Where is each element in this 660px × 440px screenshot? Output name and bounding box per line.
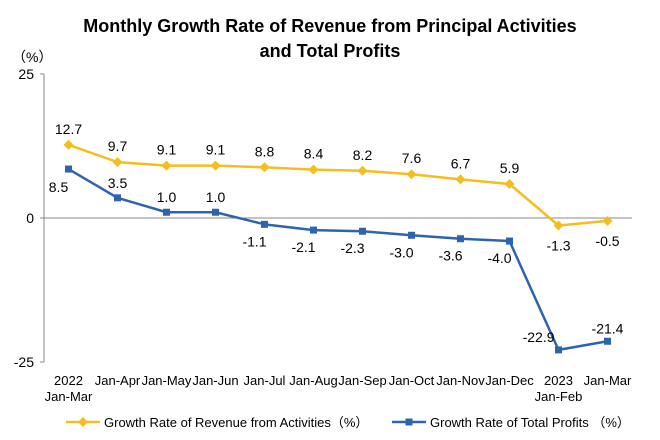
- series-line: [68, 143, 608, 227]
- legend: Growth Rate of Revenue from Activities（%…: [66, 415, 630, 430]
- data-point-marker: [163, 208, 170, 216]
- x-tick-label: Jan-Sep: [338, 373, 386, 388]
- x-tick-label: Jan-Jun: [192, 373, 238, 388]
- data-point-marker: [457, 235, 464, 243]
- series-2: [65, 165, 611, 354]
- data-label-profit: 3.5: [108, 175, 128, 191]
- data-point-marker: [310, 226, 317, 234]
- data-label-profit: 8.5: [49, 179, 69, 195]
- data-label-revenue: 6.7: [451, 155, 471, 171]
- data-label-profit: -4.0: [487, 250, 511, 266]
- series-1: [63, 139, 613, 231]
- data-label-profit: -22.9: [523, 329, 555, 345]
- series-layer: 12.7 9.7 9.1 9.1 8.8 8.4 8.2 7.6 6.7 5.9 -1.3 -0.5 8…: [49, 121, 624, 354]
- x-tick-label: 2023 Jan-Feb: [535, 373, 583, 404]
- data-point-marker: [210, 160, 221, 171]
- data-point-marker: [308, 164, 319, 175]
- data-point-marker: [359, 227, 366, 235]
- data-point-marker: [212, 208, 219, 216]
- data-point-marker: [261, 220, 268, 228]
- series-line: [67, 167, 608, 352]
- data-label-revenue: 12.7: [55, 121, 82, 137]
- data-point-marker: [602, 215, 613, 226]
- y-axis-ticks: 25 0 -25: [14, 66, 44, 370]
- chart-title: Monthly Growth Rate of Revenue from Prin…: [0, 14, 660, 64]
- data-label-revenue: 8.2: [353, 147, 373, 163]
- legend-label: Growth Rate of Total Profits （%）: [430, 415, 630, 430]
- data-point-marker: [504, 179, 515, 190]
- data-label-profit: -1.1: [242, 233, 266, 249]
- legend-swatch-marker: [78, 417, 88, 427]
- data-point-marker: [63, 139, 74, 150]
- x-tick-label: Jan-Mar: [584, 373, 632, 388]
- data-label-revenue: -1.3: [546, 237, 570, 253]
- data-label-revenue: 5.9: [500, 160, 520, 176]
- data-point-marker: [553, 220, 564, 231]
- data-label-revenue: -0.5: [595, 233, 619, 249]
- y-tick-label: -25: [14, 354, 34, 370]
- legend-swatch-marker: [405, 418, 413, 426]
- chart-title-line-2: and Total Profits: [259, 41, 401, 61]
- data-label-revenue: 8.8: [255, 143, 275, 159]
- x-tick-label: Jan-Aug: [289, 373, 337, 388]
- x-tick-label: Jan-May: [142, 373, 192, 388]
- y-axis-unit-label: （%）: [12, 49, 52, 65]
- data-point-marker: [114, 194, 121, 202]
- data-label-profit: 1.0: [157, 189, 177, 205]
- data-label-revenue: 9.7: [108, 138, 128, 154]
- data-point-marker: [408, 231, 415, 239]
- x-tick-label: Jan-Apr: [95, 373, 141, 388]
- data-label-profit: -3.0: [389, 244, 413, 260]
- data-point-marker: [455, 174, 466, 185]
- data-label-profit: -21.4: [592, 320, 624, 336]
- data-label-profit: -2.3: [340, 240, 364, 256]
- x-tick-label: Jan-Dec: [485, 373, 534, 388]
- data-point-marker: [406, 169, 417, 180]
- data-label-profit: -3.6: [438, 248, 462, 264]
- data-label-profit: -2.1: [291, 239, 315, 255]
- y-tick-label: 25: [18, 66, 34, 82]
- x-tick-label: Jan-Nov: [436, 373, 485, 388]
- data-point-marker: [65, 165, 72, 173]
- data-label-revenue: 8.4: [304, 146, 324, 162]
- data-point-marker: [357, 165, 368, 176]
- chart-title-line-1: Monthly Growth Rate of Revenue from Prin…: [83, 16, 577, 36]
- x-tick-label: 2022 Jan-Mar: [45, 373, 93, 404]
- data-label-revenue: 7.6: [402, 150, 422, 166]
- data-point-marker: [555, 346, 562, 354]
- legend-item-1: Growth Rate of Revenue from Activities（%…: [66, 415, 368, 430]
- data-label-revenue: 9.1: [206, 142, 226, 158]
- legend-label: Growth Rate of Revenue from Activities（%…: [104, 415, 368, 430]
- legend-item-2: Growth Rate of Total Profits （%）: [392, 415, 630, 430]
- y-tick-label: 0: [26, 210, 34, 226]
- data-point-marker: [604, 337, 611, 345]
- data-point-marker: [112, 157, 123, 168]
- x-tick-label: Jan-Oct: [389, 373, 435, 388]
- x-tick-label: Jan-Jul: [244, 373, 286, 388]
- data-label-profit: 1.0: [206, 189, 226, 205]
- data-point-marker: [506, 237, 513, 245]
- data-point-marker: [161, 160, 172, 171]
- data-point-marker: [259, 162, 270, 173]
- data-label-revenue: 9.1: [157, 142, 177, 158]
